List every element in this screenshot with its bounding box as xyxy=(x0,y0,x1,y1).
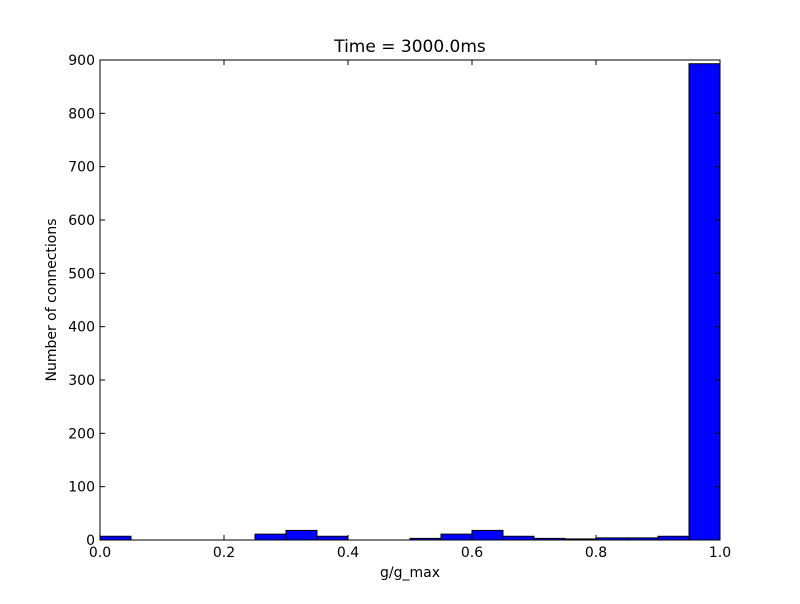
histogram-bar xyxy=(285,529,318,541)
y-tick-label: 400 xyxy=(68,320,95,336)
histogram-bar xyxy=(316,535,349,541)
y-tick-label: 200 xyxy=(68,426,95,442)
x-tick-label: 0.2 xyxy=(213,545,235,561)
chart-title: Time = 3000.0ms xyxy=(333,37,486,57)
histogram-bar xyxy=(688,63,721,541)
ticks-group: 0.0 0.2 0.4 0.6 0.8 1.0 0 100 200 300 400 500 600 700… xyxy=(68,53,731,561)
x-tick-label: 0.4 xyxy=(337,545,359,561)
y-tick-label: 700 xyxy=(68,160,95,176)
histogram-bar xyxy=(440,533,473,541)
histogram-bar xyxy=(99,535,132,541)
histogram-bar xyxy=(657,535,690,541)
x-tick-label: 0.0 xyxy=(89,545,111,561)
y-tick-label: 900 xyxy=(68,53,95,69)
y-tick-label: 600 xyxy=(68,213,95,229)
x-tick-label: 1.0 xyxy=(709,545,731,561)
histogram-bar xyxy=(502,535,535,541)
y-tick-label: 800 xyxy=(68,106,95,122)
y-axis-label: Number of connections xyxy=(44,218,60,381)
bars-group xyxy=(99,63,721,541)
y-tick-label: 0 xyxy=(86,533,95,549)
y-tick-label: 100 xyxy=(68,480,95,496)
histogram-bar xyxy=(471,529,504,541)
histogram-bar xyxy=(254,533,287,541)
plot-frame xyxy=(99,59,721,541)
x-tick-label: 0.6 xyxy=(461,545,483,561)
y-tick-label: 500 xyxy=(68,266,95,282)
x-tick-label: 0.8 xyxy=(585,545,607,561)
y-tick-label: 300 xyxy=(68,373,95,389)
x-axis-label: g/g_max xyxy=(380,565,440,581)
